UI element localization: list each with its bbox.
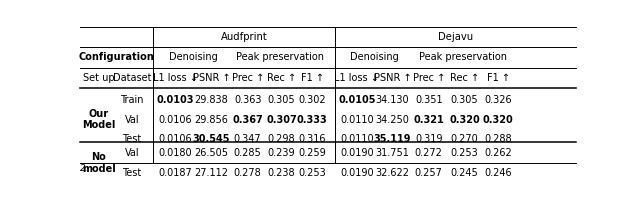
Text: 27.112: 27.112 xyxy=(195,168,228,178)
Text: Configuration: Configuration xyxy=(79,52,155,62)
Text: 0.270: 0.270 xyxy=(451,134,478,144)
Text: Dataset: Dataset xyxy=(113,73,151,83)
Text: 31.751: 31.751 xyxy=(376,148,410,158)
Text: 0.0187: 0.0187 xyxy=(158,168,192,178)
Text: Peak preservation: Peak preservation xyxy=(236,52,324,62)
Text: 0.333: 0.333 xyxy=(297,115,328,125)
Text: Peak preservation: Peak preservation xyxy=(419,52,508,62)
Text: Denoising: Denoising xyxy=(169,52,218,62)
Text: 0.320: 0.320 xyxy=(483,115,513,125)
Text: 0.272: 0.272 xyxy=(415,148,443,158)
Text: 32.622: 32.622 xyxy=(376,168,410,178)
Text: 0.259: 0.259 xyxy=(298,148,326,158)
Text: 0.245: 0.245 xyxy=(451,168,478,178)
Text: L1 loss ↓: L1 loss ↓ xyxy=(334,73,380,83)
Text: Set up: Set up xyxy=(83,73,115,83)
Text: 0.298: 0.298 xyxy=(268,134,295,144)
Text: F1 ↑: F1 ↑ xyxy=(486,73,509,83)
Text: 0.305: 0.305 xyxy=(268,95,295,105)
Text: 0.320: 0.320 xyxy=(449,115,480,125)
Text: Our
Model: Our Model xyxy=(82,109,116,130)
Text: F1 ↑: F1 ↑ xyxy=(301,73,324,83)
Text: 0.302: 0.302 xyxy=(298,95,326,105)
Text: 26.505: 26.505 xyxy=(195,148,228,158)
Text: 0.0190: 0.0190 xyxy=(340,168,374,178)
Text: 0.0106: 0.0106 xyxy=(159,134,192,144)
Text: 0.246: 0.246 xyxy=(484,168,512,178)
Text: Val: Val xyxy=(125,115,140,125)
Text: 0.316: 0.316 xyxy=(298,134,326,144)
Text: 0.253: 0.253 xyxy=(298,168,326,178)
Text: 34.130: 34.130 xyxy=(376,95,410,105)
Text: 0.307: 0.307 xyxy=(266,115,297,125)
Text: 29.838: 29.838 xyxy=(195,95,228,105)
Text: 29.856: 29.856 xyxy=(195,115,228,125)
Text: Val: Val xyxy=(125,148,140,158)
Text: Prec ↑: Prec ↑ xyxy=(413,73,445,83)
Text: 34.250: 34.250 xyxy=(376,115,410,125)
Text: Test: Test xyxy=(122,134,141,144)
Text: 0.0190: 0.0190 xyxy=(340,148,374,158)
Text: Audfprint: Audfprint xyxy=(221,32,268,42)
Text: 0.305: 0.305 xyxy=(451,95,478,105)
Text: No
model: No model xyxy=(82,152,116,174)
Text: 0.253: 0.253 xyxy=(451,148,478,158)
Text: 0.257: 0.257 xyxy=(415,168,443,178)
Text: 0.351: 0.351 xyxy=(415,95,442,105)
Text: 0.0110: 0.0110 xyxy=(340,134,374,144)
Text: Rec ↑: Rec ↑ xyxy=(267,73,296,83)
Text: 0.363: 0.363 xyxy=(234,95,261,105)
Text: L1 loss ↓: L1 loss ↓ xyxy=(153,73,198,83)
Text: 30.545: 30.545 xyxy=(193,134,230,144)
Text: 0.347: 0.347 xyxy=(234,134,262,144)
Text: 2.: 2. xyxy=(80,164,88,173)
Text: 0.326: 0.326 xyxy=(484,95,512,105)
Text: Dejavu: Dejavu xyxy=(438,32,474,42)
Text: 0.0105: 0.0105 xyxy=(338,95,376,105)
Text: Denoising: Denoising xyxy=(350,52,399,62)
Text: 0.0180: 0.0180 xyxy=(159,148,192,158)
Text: 0.0110: 0.0110 xyxy=(340,115,374,125)
Text: 0.367: 0.367 xyxy=(232,115,263,125)
Text: 0.239: 0.239 xyxy=(268,148,295,158)
Text: 0.238: 0.238 xyxy=(268,168,295,178)
Text: PSNR ↑: PSNR ↑ xyxy=(374,73,412,83)
Text: 0.321: 0.321 xyxy=(413,115,444,125)
Text: Prec ↑: Prec ↑ xyxy=(232,73,264,83)
Text: 0.288: 0.288 xyxy=(484,134,512,144)
Text: 35.119: 35.119 xyxy=(374,134,412,144)
Text: PSNR ↑: PSNR ↑ xyxy=(193,73,230,83)
Text: 0.319: 0.319 xyxy=(415,134,442,144)
Text: Train: Train xyxy=(120,95,144,105)
Text: 0.0103: 0.0103 xyxy=(157,95,194,105)
Text: Test: Test xyxy=(122,168,141,178)
Text: 0.278: 0.278 xyxy=(234,168,262,178)
Text: 0.285: 0.285 xyxy=(234,148,262,158)
Text: 0.262: 0.262 xyxy=(484,148,512,158)
Text: 0.0106: 0.0106 xyxy=(159,115,192,125)
Text: Rec ↑: Rec ↑ xyxy=(450,73,479,83)
